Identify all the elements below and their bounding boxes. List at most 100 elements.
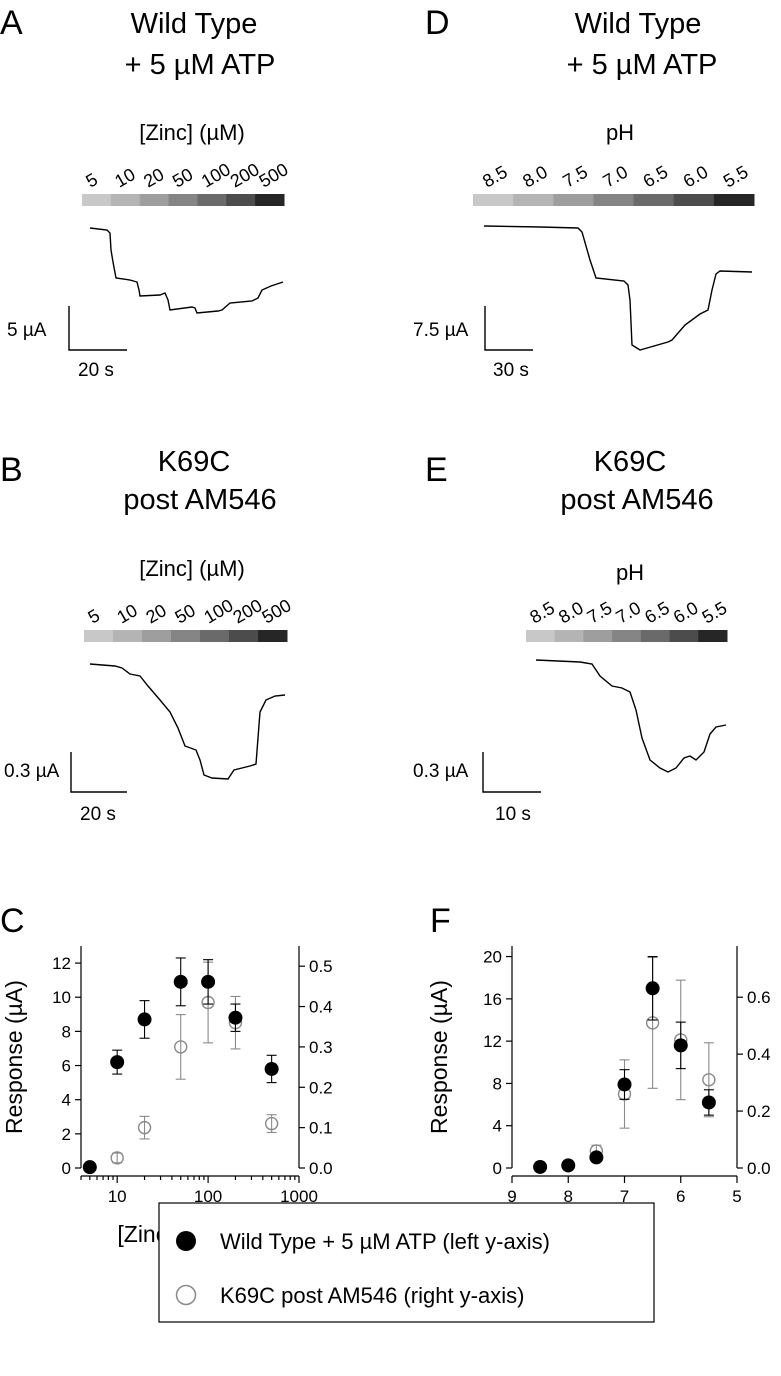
bar-segment [593, 194, 635, 206]
panel-e-bar-label: pH [616, 560, 644, 585]
panel-d-bar-label: pH [606, 120, 634, 145]
bar-tick-label: 500 [256, 159, 292, 191]
bar-tick-label: 10 [111, 164, 138, 191]
panel-b-title-line1: K69C [158, 446, 231, 478]
x-tick-label: 6 [676, 1187, 685, 1206]
x-tick-label: 5 [732, 1187, 741, 1206]
bar-segment [473, 194, 514, 206]
bar-segment [113, 630, 143, 642]
bar-tick-label: 6.0 [680, 162, 712, 192]
left-y-tick-label: 8 [62, 1022, 71, 1041]
bar-tick-label: 5 [85, 605, 104, 627]
left-y-tick-label: 6 [62, 1057, 71, 1076]
wt-data-point [645, 981, 660, 996]
left-y-tick-label: 12 [52, 954, 71, 973]
panel-d-scale-x-label: 30 s [493, 360, 529, 381]
panel-d-scale-y-label: 7.5 µA [413, 320, 469, 341]
panel-a-title-line1: Wild Type [131, 8, 258, 40]
bar-segment [669, 630, 699, 642]
panel-e-scale-bar [482, 752, 541, 793]
bar-segment [142, 630, 172, 642]
bar-segment [633, 194, 675, 206]
wt-data-point [82, 1160, 97, 1175]
left-y-tick-label: 16 [483, 990, 502, 1009]
wt-data-point [589, 1150, 604, 1165]
bar-segment [526, 630, 556, 642]
panel-b-bar-label: [Zinc] (µM) [139, 556, 245, 581]
bar-tick-label: 8.0 [555, 598, 587, 628]
wt-data-point [137, 1012, 152, 1027]
wt-data-point [533, 1159, 548, 1174]
wt-data-point [173, 974, 188, 989]
left-y-tick-label: 20 [483, 948, 502, 967]
k69c-data-point [264, 1116, 279, 1131]
right-y-tick-label: 0.2 [309, 1078, 333, 1097]
right-y-tick-label: 0.2 [747, 1102, 771, 1121]
wt-data-point [561, 1158, 576, 1173]
panel-a-scale-y-label: 5 µA [7, 320, 47, 341]
bar-tick-label: 8.5 [479, 162, 511, 192]
bar-segment [82, 194, 112, 206]
wt-data-point [701, 1095, 716, 1110]
panel-letter-d: D [425, 4, 450, 42]
bar-segment [139, 194, 170, 206]
bar-tick-label: 5 [82, 169, 101, 191]
bar-segment [171, 630, 201, 642]
bar-segment [713, 194, 755, 206]
bar-tick-label: 6.5 [641, 598, 673, 628]
panel-b-scale-x-label: 20 s [80, 804, 116, 825]
panel-b-scale-bar [70, 752, 127, 793]
k69c-data-point [137, 1120, 152, 1135]
x-tick-label: 8 [564, 1187, 573, 1206]
right-y-tick-label: 0.4 [747, 1045, 771, 1064]
panel-letter-b: B [0, 451, 23, 489]
panel-a-current-trace [89, 227, 284, 314]
left-y-tick-label: 4 [493, 1117, 502, 1136]
bar-segment [612, 630, 642, 642]
right-y-tick-label: 0.3 [309, 1038, 333, 1057]
panel-d-scale-bar [484, 306, 533, 351]
wt-data-point [264, 1061, 279, 1076]
y-axis-label: Response (µA) [1, 980, 27, 1134]
panel-b-scale-y-label: 0.3 µA [4, 761, 60, 782]
wt-data-point [201, 974, 216, 989]
bar-segment [698, 630, 728, 642]
right-y-tick-label: 0.4 [309, 998, 333, 1017]
bar-tick-label: 50 [172, 600, 199, 627]
panel-e-current-trace [535, 659, 727, 773]
k69c-data-point [110, 1151, 124, 1165]
panel-letter-e: E [425, 451, 448, 489]
y-axis-label: Response (µA) [426, 980, 452, 1134]
x-tick-label: 1000 [280, 1187, 318, 1206]
panel-letter-a: A [0, 4, 23, 42]
panel-letter-c: C [0, 902, 25, 940]
bar-tick-label: 7.0 [613, 598, 645, 628]
right-y-tick-label: 0.1 [309, 1119, 333, 1138]
right-y-tick-label: 0.6 [747, 988, 771, 1007]
bar-segment [84, 630, 114, 642]
right-y-tick-label: 0.0 [747, 1159, 771, 1178]
k69c-data-point [702, 1073, 716, 1087]
left-y-tick-label: 0 [493, 1159, 502, 1178]
legend-wt-marker [176, 1231, 196, 1251]
bar-segment [583, 630, 613, 642]
bar-tick-label: 5.5 [720, 162, 752, 192]
panel-e-ph-bar: 8.58.07.57.06.56.05.5 [526, 598, 730, 642]
bar-segment [513, 194, 554, 206]
bar-tick-label: 8.0 [519, 162, 551, 192]
bar-segment [229, 630, 259, 642]
bar-tick-label: 20 [143, 600, 170, 627]
wt-data-point [617, 1077, 632, 1092]
x-tick-label: 7 [620, 1187, 629, 1206]
panel-e-title-line1: K69C [594, 446, 667, 478]
bar-tick-label: 20 [140, 164, 167, 191]
x-tick-label: 9 [507, 1187, 516, 1206]
left-y-tick-label: 2 [62, 1125, 71, 1144]
wt-data-point [673, 1038, 688, 1053]
bar-segment [200, 630, 230, 642]
bar-tick-label: 8.5 [526, 598, 558, 628]
panel-e-scale-y-label: 0.3 µA [413, 761, 469, 782]
